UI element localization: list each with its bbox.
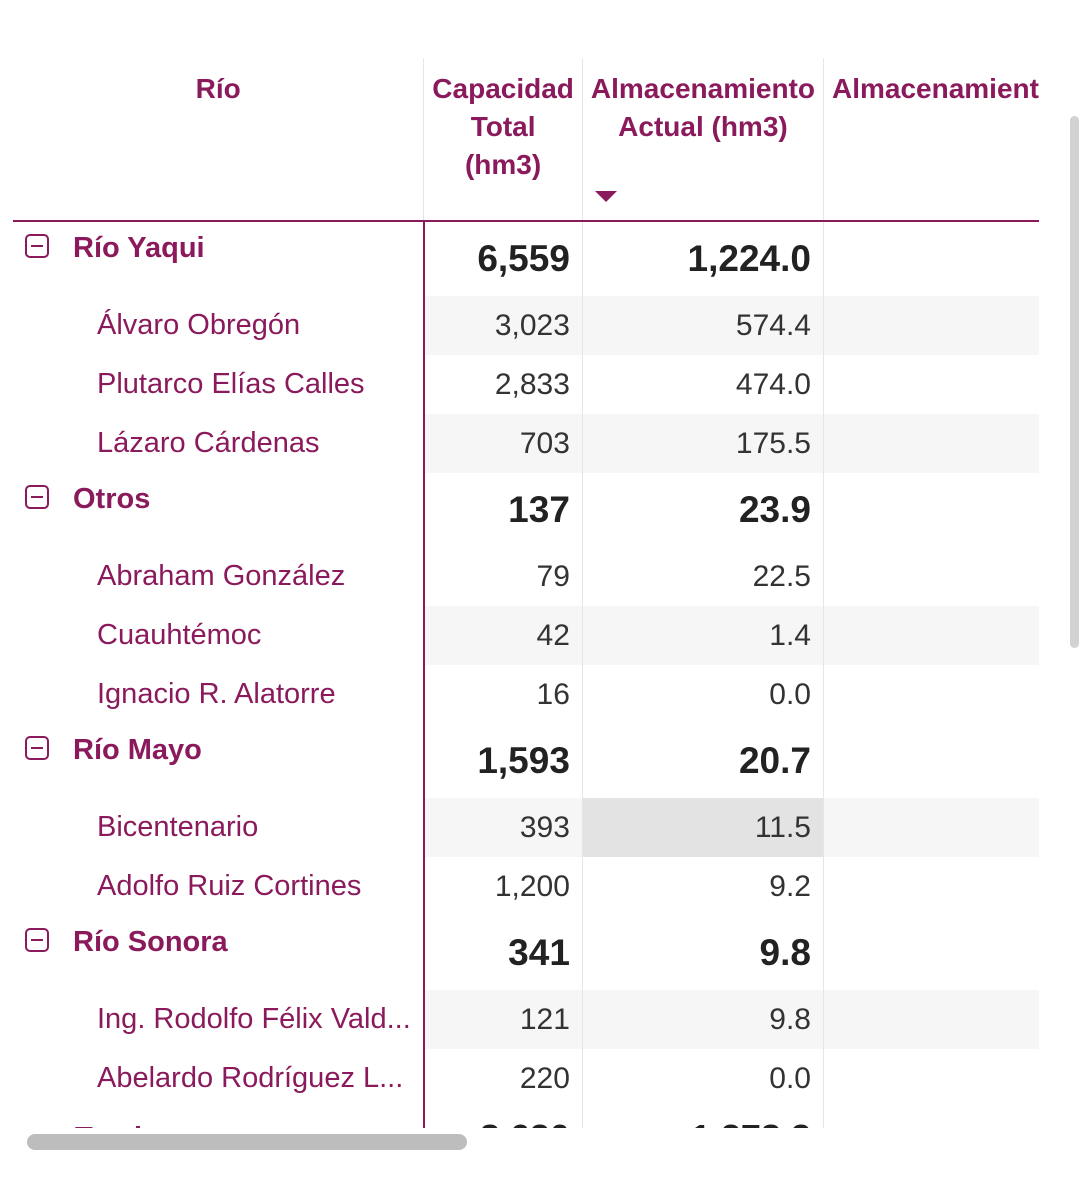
presa-pct-cell[interactable] bbox=[823, 990, 1039, 1049]
presa-pct-cell[interactable] bbox=[823, 296, 1039, 355]
group-label-cell: Río Yaqui bbox=[13, 221, 425, 296]
group-capacidad-cell[interactable]: 6,559 bbox=[423, 221, 583, 296]
table-body: Río Yaqui 6,559 1,224.0 Álvaro Obregón 3,023… bbox=[13, 221, 1039, 1128]
total-pct-cell[interactable] bbox=[823, 1108, 1039, 1128]
presa-pct-cell[interactable] bbox=[823, 798, 1039, 857]
column-header-capacidad[interactable]: Capacidad Total (hm3) bbox=[423, 58, 583, 222]
header-row: Río Capacidad Total (hm3) Almacenamiento… bbox=[13, 58, 1039, 222]
table-row: Lázaro Cárdenas 703 175.5 bbox=[13, 414, 1039, 473]
column-header-almacenamiento-pct[interactable]: Almacenamiento Actual (%) bbox=[823, 58, 1039, 222]
presa-capacidad-cell[interactable]: 703 bbox=[423, 414, 583, 473]
collapse-minus-icon[interactable] bbox=[25, 485, 49, 510]
group-almacenamiento-cell[interactable]: 9.8 bbox=[582, 916, 824, 990]
sort-descending-icon[interactable] bbox=[594, 191, 617, 202]
table-row: Abelardo Rodríguez L... 220 0.0 bbox=[13, 1049, 1039, 1108]
table-row: Álvaro Obregón 3,023 574.4 bbox=[13, 296, 1039, 355]
group-name: Río Yaqui bbox=[73, 232, 205, 264]
group-almacenamiento-cell[interactable]: 23.9 bbox=[582, 473, 824, 547]
column-header-almacenamiento-label: Almacenamiento Actual (hm3) bbox=[590, 73, 815, 142]
presa-capacidad-cell[interactable]: 1,200 bbox=[423, 857, 583, 916]
group-pct-cell[interactable] bbox=[823, 221, 1039, 296]
table-row: Ing. Rodolfo Félix Vald... 121 9.8 bbox=[13, 990, 1039, 1049]
presa-pct-cell[interactable] bbox=[823, 355, 1039, 414]
table-row: Bicentenario 393 11.5 bbox=[13, 798, 1039, 857]
total-almacenamiento-cell[interactable]: 1,278.3 bbox=[582, 1108, 824, 1128]
presa-capacidad-cell[interactable]: 121 bbox=[423, 990, 583, 1049]
presa-almacenamiento-cell[interactable]: 0.0 bbox=[582, 1049, 824, 1108]
group-name: Río Sonora bbox=[73, 926, 228, 958]
presa-pct-cell[interactable] bbox=[823, 547, 1039, 606]
presa-name-cell[interactable]: Cuauhtémoc bbox=[13, 606, 425, 665]
group-pct-cell[interactable] bbox=[823, 724, 1039, 798]
table-row: Ignacio R. Alatorre 16 0.0 bbox=[13, 665, 1039, 724]
collapse-minus-icon[interactable] bbox=[25, 736, 49, 761]
presa-capacidad-cell[interactable]: 393 bbox=[423, 798, 583, 857]
group-almacenamiento-cell[interactable]: 1,224.0 bbox=[582, 221, 824, 296]
group-capacidad-cell[interactable]: 1,593 bbox=[423, 724, 583, 798]
presa-almacenamiento-cell[interactable]: 11.5 bbox=[582, 798, 824, 857]
presa-almacenamiento-cell[interactable]: 9.2 bbox=[582, 857, 824, 916]
presa-pct-cell[interactable] bbox=[823, 665, 1039, 724]
presa-almacenamiento-cell[interactable]: 22.5 bbox=[582, 547, 824, 606]
presa-capacidad-cell[interactable]: 16 bbox=[423, 665, 583, 724]
table-row: Abraham González 79 22.5 bbox=[13, 547, 1039, 606]
presa-capacidad-cell[interactable]: 2,833 bbox=[423, 355, 583, 414]
column-header-almacenamiento[interactable]: Almacenamiento Actual (hm3) bbox=[582, 58, 824, 222]
total-row: Total8,6301,278.3 bbox=[13, 1108, 1039, 1128]
group-pct-cell[interactable] bbox=[823, 916, 1039, 990]
presa-pct-cell[interactable] bbox=[823, 606, 1039, 665]
presa-almacenamiento-cell[interactable]: 1.4 bbox=[582, 606, 824, 665]
presa-name-cell[interactable]: Bicentenario bbox=[13, 798, 425, 857]
group-label-cell: Río Mayo bbox=[13, 724, 425, 798]
reservoir-matrix-table: Río Capacidad Total (hm3) Almacenamiento… bbox=[13, 58, 1039, 1128]
table-row: Cuauhtémoc 42 1.4 bbox=[13, 606, 1039, 665]
presa-capacidad-cell[interactable]: 79 bbox=[423, 547, 583, 606]
group-row: Otros 137 23.9 bbox=[13, 473, 1039, 547]
presa-capacidad-cell[interactable]: 220 bbox=[423, 1049, 583, 1108]
group-name: Otros bbox=[73, 483, 151, 515]
group-capacidad-cell[interactable]: 341 bbox=[423, 916, 583, 990]
table-row: Plutarco Elías Calles 2,833 474.0 bbox=[13, 355, 1039, 414]
group-pct-cell[interactable] bbox=[823, 473, 1039, 547]
presa-pct-cell[interactable] bbox=[823, 414, 1039, 473]
presa-name-cell[interactable]: Álvaro Obregón bbox=[13, 296, 425, 355]
table-row: Adolfo Ruiz Cortines 1,200 9.2 bbox=[13, 857, 1039, 916]
presa-almacenamiento-cell[interactable]: 175.5 bbox=[582, 414, 824, 473]
column-header-rio[interactable]: Río bbox=[13, 58, 425, 222]
presa-capacidad-cell[interactable]: 42 bbox=[423, 606, 583, 665]
group-label-cell: Río Sonora bbox=[13, 916, 425, 990]
presa-almacenamiento-cell[interactable]: 0.0 bbox=[582, 665, 824, 724]
total-capacidad-cell[interactable]: 8,630 bbox=[423, 1108, 583, 1128]
presa-almacenamiento-cell[interactable]: 9.8 bbox=[582, 990, 824, 1049]
presa-name-cell[interactable]: Lázaro Cárdenas bbox=[13, 414, 425, 473]
presa-almacenamiento-cell[interactable]: 474.0 bbox=[582, 355, 824, 414]
collapse-minus-icon[interactable] bbox=[25, 928, 49, 953]
presa-name-cell[interactable]: Plutarco Elías Calles bbox=[13, 355, 425, 414]
matrix-table-viewport[interactable]: Río Capacidad Total (hm3) Almacenamiento… bbox=[13, 58, 1039, 1128]
presa-name-cell[interactable]: Ing. Rodolfo Félix Vald... bbox=[13, 990, 425, 1049]
horizontal-scrollbar[interactable] bbox=[27, 1134, 467, 1150]
total-label: Total bbox=[13, 1108, 425, 1128]
presa-name-cell[interactable]: Ignacio R. Alatorre bbox=[13, 665, 425, 724]
group-row: Río Sonora 341 9.8 bbox=[13, 916, 1039, 990]
presa-almacenamiento-cell[interactable]: 574.4 bbox=[582, 296, 824, 355]
presa-pct-cell[interactable] bbox=[823, 1049, 1039, 1108]
presa-name-cell[interactable]: Abelardo Rodríguez L... bbox=[13, 1049, 425, 1108]
group-name: Río Mayo bbox=[73, 734, 202, 766]
group-capacidad-cell[interactable]: 137 bbox=[423, 473, 583, 547]
presa-name-cell[interactable]: Abraham González bbox=[13, 547, 425, 606]
collapse-minus-icon[interactable] bbox=[25, 234, 49, 259]
group-row: Río Yaqui 6,559 1,224.0 bbox=[13, 221, 1039, 296]
group-row: Río Mayo 1,593 20.7 bbox=[13, 724, 1039, 798]
vertical-scrollbar[interactable] bbox=[1070, 116, 1079, 648]
presa-name-cell[interactable]: Adolfo Ruiz Cortines bbox=[13, 857, 425, 916]
group-almacenamiento-cell[interactable]: 20.7 bbox=[582, 724, 824, 798]
presa-pct-cell[interactable] bbox=[823, 857, 1039, 916]
presa-capacidad-cell[interactable]: 3,023 bbox=[423, 296, 583, 355]
group-label-cell: Otros bbox=[13, 473, 425, 547]
